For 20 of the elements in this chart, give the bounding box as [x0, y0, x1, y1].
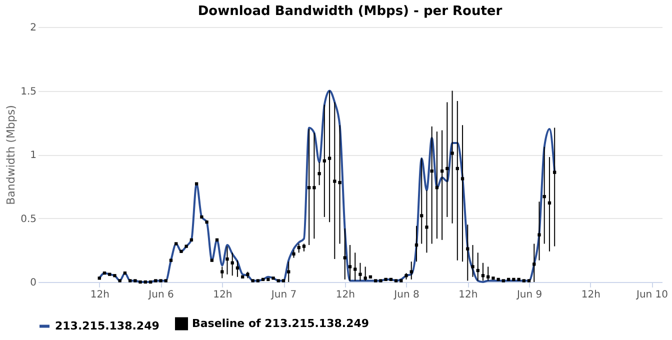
line-series	[98, 90, 556, 283]
y-axis-title: Bandwidth (Mbps)	[4, 105, 18, 205]
y-tick-label: 0.5	[20, 214, 36, 225]
y-tick-label: 1.5	[20, 86, 36, 98]
x-tick-label: 12h	[90, 290, 110, 300]
legend-label: Baseline of 213.215.138.249	[192, 316, 370, 330]
y-tick-label: 1	[30, 150, 36, 161]
x-tick-label: 12h	[336, 290, 355, 300]
x-tick-label: 12h	[458, 290, 478, 300]
y-tick-label: 0	[30, 278, 36, 288]
x-tick-label: Jun 9	[516, 290, 542, 300]
x-tick-label: Jun 10	[636, 290, 668, 300]
chart-title: Download Bandwidth (Mbps) - per Router	[198, 4, 503, 19]
x-tick-label: Jun 8	[393, 290, 420, 300]
x-tick-label: Jun 6	[148, 290, 174, 300]
x-tick-label: Jun 7	[270, 290, 297, 300]
x-tick-label: 12h	[213, 290, 232, 300]
y-tick-label: 2	[30, 22, 36, 34]
legend-label: 213.215.138.249	[55, 319, 160, 332]
x-tick-label: 12h	[581, 290, 600, 300]
